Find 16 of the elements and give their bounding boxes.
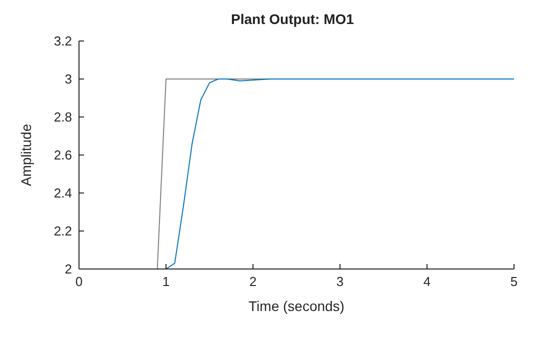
- x-tick-label: 4: [423, 274, 431, 290]
- y-tick-label: 3: [64, 72, 72, 87]
- y-tick-label: 2: [64, 262, 72, 277]
- y-tick-label: 2.8: [54, 110, 72, 125]
- y-axis-title: Amplitude: [18, 124, 34, 186]
- chart-title: Plant Output: MO1: [230, 11, 355, 27]
- y-tick-label: 2.4: [54, 186, 72, 201]
- y-tick-label: 2.6: [54, 148, 72, 163]
- x-tick-label: 5: [510, 274, 518, 290]
- x-tick-label: 1: [162, 274, 170, 290]
- x-axis-title: Time (seconds): [248, 298, 344, 314]
- x-tick-label: 2: [249, 274, 257, 290]
- x-tick-label: 3: [336, 274, 344, 290]
- x-tick-label: 0: [75, 274, 83, 290]
- y-tick-label: 3.2: [54, 34, 72, 49]
- y-tick-label: 2.2: [54, 224, 72, 239]
